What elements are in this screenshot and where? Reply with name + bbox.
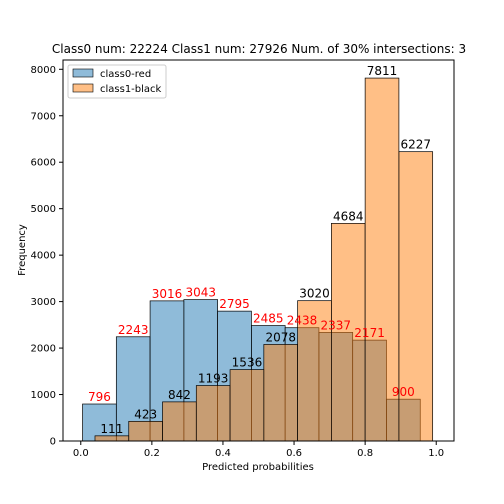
legend: class0-red class1-black <box>67 64 167 99</box>
bar-label-class1-2: 842 <box>168 388 191 402</box>
legend-label-class0: class0-red <box>100 69 151 80</box>
bar-label-class0-4: 2795 <box>219 297 250 311</box>
legend-swatch-class1 <box>72 83 94 93</box>
bar-label-class0-8: 2171 <box>354 326 385 340</box>
bar-class1-4 <box>229 369 265 442</box>
bar-class0-0 <box>82 403 117 442</box>
legend-swatch-class0 <box>72 68 94 78</box>
y-tick-label-8: 8000 <box>31 65 56 76</box>
axes <box>62 59 455 442</box>
bar-label-class0-5: 2485 <box>253 312 284 326</box>
y-axis-ticks: 0 1000 2000 3000 4000 5000 6000 7000 8000 <box>31 65 63 448</box>
bar-class1-2 <box>162 401 197 442</box>
y-tick-label-5: 5000 <box>31 204 56 215</box>
bar-label-class0-0: 796 <box>88 390 111 404</box>
bar-label-class1-0: 111 <box>100 422 123 436</box>
bar-label-class1-3: 1193 <box>198 372 229 386</box>
x-tick-label-2: 0.4 <box>215 448 231 459</box>
x-tick-label-0: 0.0 <box>73 448 89 459</box>
x-axis-ticks: 0.0 0.2 0.4 0.6 0.8 1.0 <box>73 441 444 459</box>
y-tick-label-2: 2000 <box>31 344 56 355</box>
bar-class1-0 <box>94 435 130 442</box>
y-tick-label-1: 1000 <box>31 390 56 401</box>
chart-title: Class0 num: 22224 Class1 num: 27926 Num.… <box>52 42 466 56</box>
x-tick-label-4: 0.8 <box>357 448 373 459</box>
bar-label-class1-5: 2078 <box>265 330 296 344</box>
bars-layer <box>82 77 434 442</box>
y-tick-label-6: 6000 <box>31 158 56 169</box>
x-tick-label-5: 1.0 <box>428 448 444 459</box>
x-tick-label-3: 0.6 <box>286 448 302 459</box>
bar-class1-8 <box>364 77 400 442</box>
bar-label-class1-6: 3020 <box>299 287 330 301</box>
bar-class1-7 <box>331 223 366 442</box>
x-axis-label: Predicted probabilities <box>202 462 314 473</box>
bar-class1-3 <box>195 385 231 442</box>
y-axis-label: Frequency <box>17 224 28 276</box>
y-tick-label-3: 3000 <box>31 297 56 308</box>
y-tick-label-0: 0 <box>50 437 56 448</box>
y-tick-label-4: 4000 <box>31 251 56 262</box>
bar-class1-5 <box>263 344 298 442</box>
bar-class1-9 <box>398 151 434 442</box>
bar-label-class1-9: 6227 <box>401 138 432 152</box>
bar-class1-1 <box>128 420 163 442</box>
legend-label-class1: class1-black <box>100 84 162 95</box>
bar-label-class0-6: 2438 <box>287 314 318 328</box>
bar-label-class1-4: 1536 <box>232 356 263 370</box>
bar-label-class0-3: 3043 <box>185 286 216 300</box>
plot-frame <box>62 59 455 442</box>
x-tick-label-1: 0.2 <box>144 448 160 459</box>
bar-label-class0-1: 2243 <box>118 323 149 337</box>
bar-label-class1-8: 7811 <box>367 64 398 78</box>
bar-label-class0-7: 2337 <box>321 318 352 332</box>
y-tick-label-7: 7000 <box>31 111 56 122</box>
bar-label-class0-9: 900 <box>392 385 415 399</box>
bar-label-class1-1: 423 <box>134 407 157 421</box>
bar-label-class0-2: 3016 <box>152 287 183 301</box>
bar-label-class1-7: 4684 <box>333 209 364 223</box>
